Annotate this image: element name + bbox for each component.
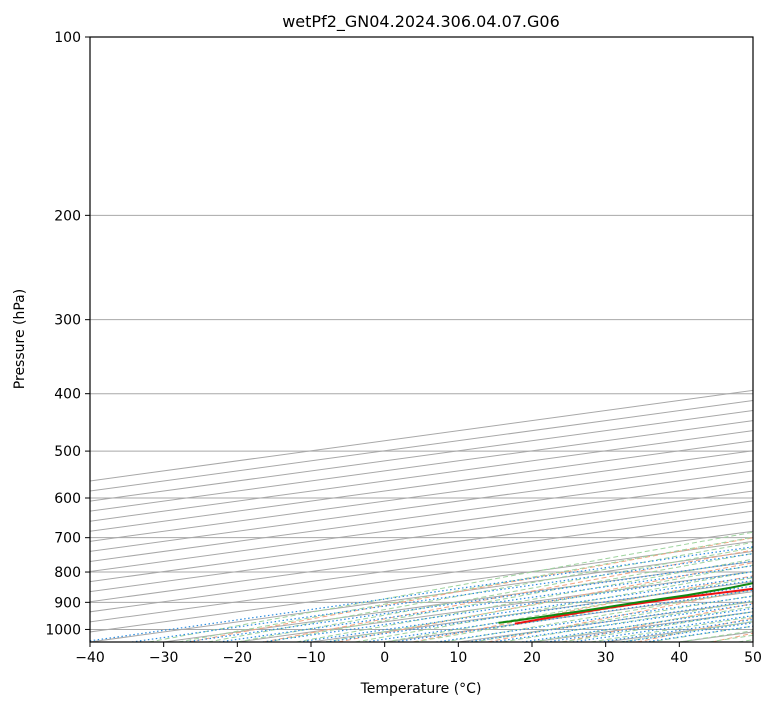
- x-tick-label: −20: [223, 650, 253, 666]
- moist-adiabat: [384, 577, 753, 642]
- y-tick-label: 300: [54, 313, 81, 329]
- moist-adiabat: [738, 639, 753, 642]
- isotherm-line: [458, 601, 753, 642]
- y-axis: 100 200 300 400 500 600 700 800 900 1000: [45, 30, 90, 638]
- dry-adiabat: [711, 632, 753, 642]
- mixing-ratio-line: [90, 546, 753, 642]
- plot-area: 0.10.20.40.611.52346810131620253036-100-…: [90, 37, 753, 642]
- isotherm-line: [90, 450, 753, 542]
- dry-adiabat: [338, 562, 753, 642]
- isotherm-line: [384, 591, 753, 642]
- x-tick-label: 40: [670, 650, 688, 666]
- chart-title: wetPf2_GN04.2024.306.04.07.G06: [282, 12, 560, 32]
- dry-adiabat: [263, 549, 753, 642]
- moist-adiabat: [355, 570, 753, 642]
- plot-frame: [89, 36, 754, 643]
- moist-adiabat: [325, 564, 753, 642]
- y-tick-label: 600: [54, 491, 81, 507]
- isotherm-line: [679, 631, 753, 642]
- y-tick-label: 100: [54, 30, 81, 46]
- y-tick-label: 700: [54, 531, 81, 547]
- moist-adiabat: [296, 558, 753, 642]
- isobar-grid: [90, 37, 753, 630]
- isotherm-line: [90, 530, 753, 623]
- isotherm-lines: [90, 389, 753, 642]
- isotherm-line: [90, 490, 753, 583]
- x-axis-label: Temperature (°C): [360, 681, 482, 697]
- mixing-ratio-line: [394, 589, 753, 642]
- y-tick-label: 800: [54, 565, 81, 581]
- y-tick-label: 200: [54, 208, 81, 224]
- dry-adiabat: [188, 537, 753, 642]
- isotherm-line: [90, 460, 753, 552]
- dry-adiabat-lines: [188, 537, 753, 642]
- moist-adiabat: [531, 606, 753, 642]
- x-tick-label: 0: [380, 650, 389, 666]
- y-tick-label: 400: [54, 387, 81, 403]
- isotherm-line: [90, 480, 753, 573]
- dry-adiabat: [562, 602, 753, 642]
- isotherm-line: [237, 571, 753, 642]
- x-tick-label: 20: [523, 650, 541, 666]
- moist-adiabat: [178, 536, 753, 642]
- moist-adiabat: [266, 552, 753, 642]
- x-axis: −40 −30 −20 −10 0 10 20 30 40 50: [75, 642, 762, 666]
- x-tick-label: 50: [744, 650, 762, 666]
- isotherm-line: [90, 510, 753, 603]
- mixing-ratio-line: [467, 599, 753, 642]
- isotherm-line: [605, 621, 753, 642]
- dry-adiabat: [412, 575, 753, 642]
- x-tick-label: −10: [296, 650, 326, 666]
- x-tick-label: 10: [449, 650, 467, 666]
- moist-adiabat: [207, 541, 753, 642]
- moist-adiabat: [473, 595, 753, 642]
- y-tick-label: 1000: [45, 622, 81, 638]
- moist-adiabat: [708, 634, 753, 642]
- moist-adiabat: [237, 547, 753, 642]
- y-tick-label: 500: [54, 444, 81, 460]
- x-tick-label: −30: [149, 650, 179, 666]
- isotherm-line: [90, 470, 753, 562]
- y-tick-label: 900: [54, 595, 81, 611]
- isotherm-line: [90, 550, 753, 642]
- y-axis-label: Pressure (hPa): [12, 289, 28, 389]
- x-tick-label: 30: [597, 650, 615, 666]
- mixing-ratio-line: [492, 603, 753, 642]
- moist-adiabat: [649, 625, 753, 642]
- moist-adiabat: [679, 630, 753, 642]
- moist-adiabat: [561, 611, 753, 642]
- isotherm-line: [90, 500, 753, 593]
- isotherm-line: [90, 540, 753, 633]
- isotherm-line: [531, 611, 753, 642]
- x-tick-label: −40: [75, 650, 105, 666]
- dewpoint-profile: [498, 582, 753, 624]
- moist-adiabat: [148, 531, 753, 642]
- mixing-ratio-line: [436, 595, 753, 642]
- isotherm-line: [90, 520, 753, 613]
- isotherm-line: [752, 641, 753, 642]
- mixing-ratio-lines: [90, 546, 753, 642]
